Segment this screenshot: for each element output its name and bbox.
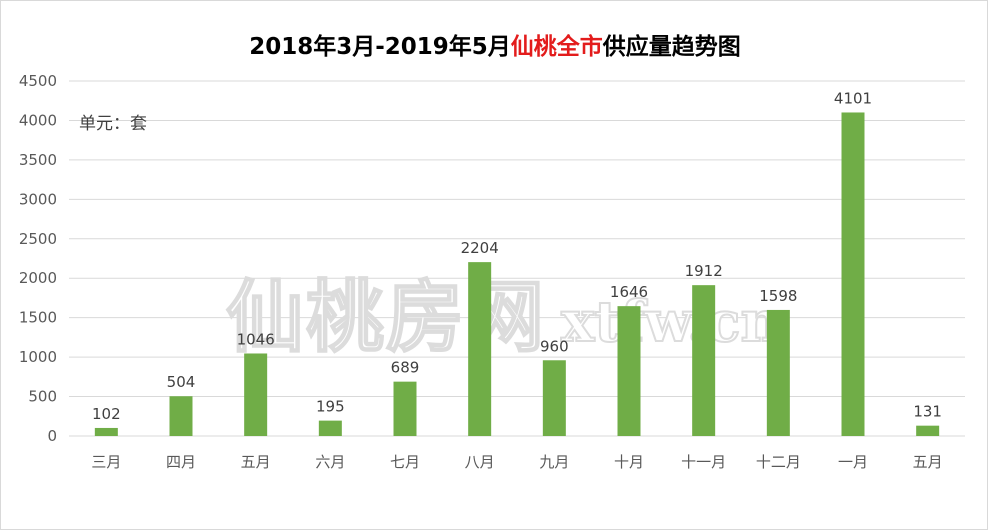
bar [244, 353, 268, 436]
data-labels: 102 504 1046 195 689 2204 960 1646 1912 1598 4101 1… [92, 89, 942, 422]
y-tick-label: 1500 [19, 309, 57, 327]
data-label: 689 [391, 359, 420, 377]
bar [393, 381, 417, 436]
data-label: 1646 [610, 283, 648, 301]
y-tick-label: 2000 [19, 269, 57, 287]
data-label: 1912 [685, 262, 723, 280]
chart-title: 2018年3月-2019年5月仙桃全市供应量趋势图 [1, 27, 988, 61]
x-category-label: 一月 [838, 453, 868, 471]
bar [318, 420, 342, 436]
data-label: 2204 [461, 239, 499, 257]
bar [916, 425, 940, 436]
watermark-url: xtfw.cn [561, 289, 781, 355]
x-category-label: 八月 [465, 453, 495, 471]
data-label: 504 [167, 373, 196, 391]
bar [542, 360, 566, 436]
x-category-label: 十一月 [681, 453, 726, 471]
bar [766, 309, 790, 436]
x-category-label: 九月 [539, 453, 569, 471]
chart-title-highlight: 仙桃全市 [510, 34, 603, 60]
x-category-label: 四月 [166, 453, 196, 471]
x-category-label: 三月 [91, 453, 121, 471]
data-label: 960 [540, 337, 569, 355]
bar [617, 306, 641, 436]
x-category-label: 七月 [390, 453, 420, 471]
x-category-label: 六月 [315, 453, 345, 471]
y-tick-label: 3500 [19, 151, 57, 169]
gridlines [69, 80, 965, 437]
y-tick-label: 2500 [19, 230, 57, 248]
y-tick-label: 3000 [19, 190, 57, 208]
y-tick-label: 0 [47, 427, 57, 445]
y-axis-ticks: 0 500 1000 1500 2000 2500 3000 3500 4000 4500 [19, 72, 57, 445]
chart-title-part2: 供应量趋势图 [602, 34, 741, 60]
data-label: 195 [316, 398, 345, 416]
bar [692, 285, 716, 436]
y-tick-label: 4000 [19, 111, 57, 129]
y-tick-label: 500 [28, 388, 57, 406]
chart-title-part1: 2018年3月-2019年5月 [249, 34, 511, 60]
watermark-text: 仙桃房网 [226, 273, 546, 363]
data-label: 131 [913, 403, 942, 421]
bars [94, 112, 940, 436]
x-category-label: 五月 [913, 453, 943, 471]
bar [169, 396, 193, 436]
bar [468, 262, 492, 436]
x-category-label: 十月 [614, 453, 644, 471]
y-tick-label: 1000 [19, 348, 57, 366]
x-category-label: 十二月 [756, 453, 801, 471]
bar [841, 112, 865, 436]
data-label: 1046 [237, 330, 275, 348]
bar [94, 427, 118, 436]
data-label: 4101 [834, 89, 872, 107]
x-axis-categories: 三月 四月 五月 六月 七月 八月 九月 十月 十一月 十二月 一月 五月 [91, 453, 942, 471]
data-label: 1598 [759, 287, 797, 305]
unit-label: 单元：套 [79, 114, 147, 134]
x-category-label: 五月 [241, 453, 271, 471]
data-label: 102 [92, 405, 121, 423]
y-tick-label: 4500 [19, 72, 57, 90]
